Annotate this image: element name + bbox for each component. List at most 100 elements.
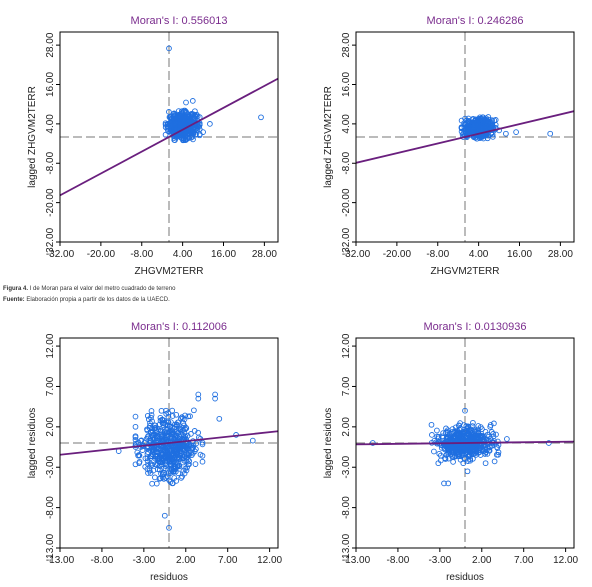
data-point — [465, 424, 471, 431]
data-point — [169, 407, 176, 414]
data-point — [431, 448, 437, 455]
data-point — [196, 122, 203, 128]
data-point — [148, 408, 155, 414]
outlier-point — [207, 121, 213, 127]
data-point — [478, 125, 484, 132]
data-point — [168, 466, 175, 473]
data-point — [191, 407, 197, 414]
scatter-chart-2: Moran's I: 0.246286 -32.00 -20.00 -8.00 4.00… — [323, 15, 575, 277]
data-point — [435, 460, 442, 467]
data-point — [454, 429, 461, 436]
data-point — [173, 411, 180, 418]
outlier-point — [216, 415, 223, 422]
outlier-point — [487, 423, 494, 430]
data-point — [468, 448, 475, 454]
outlier-point — [464, 468, 471, 475]
data-point — [436, 450, 443, 457]
data-point — [457, 430, 464, 436]
data-point — [149, 480, 155, 487]
y-axis-label: lagged residuos — [27, 408, 38, 479]
data-point — [132, 413, 139, 420]
data-point — [132, 423, 139, 430]
x-tick-label: 7.00 — [514, 555, 534, 566]
data-point — [175, 462, 182, 469]
data-point — [165, 419, 172, 426]
data-point — [179, 444, 186, 450]
regression-line — [60, 430, 278, 456]
regression-line — [60, 77, 278, 197]
chart-title: Moran's I: 0.0130936 — [423, 321, 526, 333]
scatter-panel-top-left: Moran's I: 0.556013 -32.00 -20.00 -8.00 4.00… — [0, 10, 290, 280]
data-point — [157, 459, 163, 466]
outlier-point — [441, 480, 447, 487]
data-point — [191, 428, 198, 434]
data-point — [162, 465, 169, 472]
outlier-point — [195, 395, 202, 402]
data-point — [142, 463, 149, 470]
figure-label: Figura 4. — [3, 286, 29, 292]
data-point — [434, 427, 440, 434]
data-point — [165, 425, 171, 432]
x-tick-label: 4.00 — [469, 249, 489, 260]
data-point — [166, 454, 172, 461]
data-point — [163, 407, 169, 414]
x-tick-label: 2.00 — [176, 555, 196, 566]
data-point — [458, 128, 465, 135]
plot-area — [60, 32, 278, 242]
y-tick-label: -13.00 — [341, 533, 352, 562]
data-point — [145, 470, 151, 476]
data-point — [154, 456, 161, 462]
x-tick-label: -20.00 — [383, 249, 412, 260]
data-point — [476, 118, 483, 125]
y-tick-label: -20.00 — [341, 188, 352, 217]
data-point — [147, 438, 153, 445]
data-point — [470, 127, 477, 134]
x-tick-label: 4.00 — [173, 249, 193, 260]
data-point — [171, 425, 177, 431]
x-tick-label: -13.00 — [46, 555, 75, 566]
x-tick-label: 28.00 — [252, 249, 277, 260]
y-tick-label: 16.00 — [341, 72, 352, 97]
chart-title: Moran's I: 0.556013 — [131, 15, 228, 27]
data-point — [494, 445, 501, 451]
data-point — [171, 120, 178, 127]
data-point — [171, 137, 178, 143]
data-point — [486, 123, 493, 129]
y-tick-label: -8.00 — [341, 496, 352, 519]
x-tick-label: 12.00 — [553, 555, 578, 566]
y-tick-label: 28.00 — [341, 32, 352, 57]
data-point — [152, 424, 159, 431]
data-point — [151, 425, 158, 432]
data-point — [456, 422, 462, 429]
y-tick-label: 28.00 — [45, 32, 56, 57]
figure-caption: Figura 4. I de Moran para el valor del m… — [3, 285, 175, 293]
outlier-point — [504, 436, 510, 442]
data-point — [168, 433, 174, 440]
x-tick-label: -8.00 — [130, 249, 153, 260]
outlier-point — [445, 480, 452, 487]
outlier-point — [200, 129, 206, 135]
data-point — [199, 441, 206, 448]
x-tick-label: -8.00 — [426, 249, 449, 260]
scatter-panel-bottom-left: Moran's I: 0.112006 -13.00 -8.00 -3.00 2.00 7… — [0, 316, 290, 586]
data-point — [181, 120, 188, 126]
data-point — [457, 456, 464, 463]
data-point — [181, 107, 187, 114]
data-point — [177, 124, 184, 130]
data-point — [171, 475, 178, 481]
data-point — [178, 134, 185, 141]
data-point — [148, 412, 155, 418]
data-point — [470, 426, 477, 433]
outlier-point — [462, 407, 468, 414]
scatter-panel-bottom-right: Moran's I: 0.0130936 -13.00 -8.00 -3.00 2.00… — [296, 316, 586, 586]
data-point — [178, 475, 185, 481]
y-tick-label: 7.00 — [45, 376, 56, 396]
plot-area — [60, 338, 278, 548]
data-point — [155, 446, 161, 452]
data-point — [482, 428, 489, 435]
data-point — [467, 448, 474, 455]
data-point — [467, 456, 474, 463]
data-point — [180, 420, 187, 427]
data-point — [144, 412, 151, 419]
data-point — [173, 421, 180, 428]
